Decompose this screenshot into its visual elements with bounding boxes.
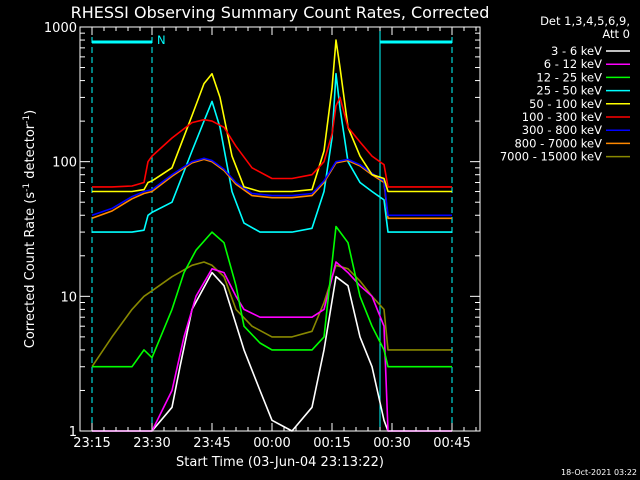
x-tick-label-3: 00:00 xyxy=(253,436,290,451)
legend-label-6: 300 - 800 keV xyxy=(522,123,602,137)
legend-label-0: 3 - 6 keV xyxy=(551,44,602,58)
y-tick-label-0: 1 xyxy=(69,425,77,440)
legend-label-3: 25 - 50 keV xyxy=(536,84,602,98)
legend-label-7: 800 - 7000 keV xyxy=(514,136,602,150)
chart-title: RHESSI Observing Summary Count Rates, Co… xyxy=(71,3,490,22)
y-axis-label-end: ) xyxy=(23,110,38,115)
attenuator-markers xyxy=(91,27,453,431)
footer-timestamp: 18-Oct-2021 03:22 xyxy=(561,468,637,477)
legend-label-4: 50 - 100 keV xyxy=(529,97,602,111)
y-tick-label-2: 100 xyxy=(52,156,77,171)
x-tick-label-5: 00:30 xyxy=(373,436,410,451)
x-tick-label-1: 23:30 xyxy=(133,436,170,451)
series-line-2 xyxy=(92,225,452,368)
annotation-n: N xyxy=(157,33,166,47)
y-tick-label-1: 10 xyxy=(60,290,77,305)
y-axis-label-mid: detector xyxy=(23,123,38,183)
y-axis-label-exp1: -1 xyxy=(22,183,32,192)
x-axis-ticks: 23:15 23:30 23:45 00:00 00:15 00:30 00:45 xyxy=(73,27,477,451)
series-line-5 xyxy=(92,96,452,188)
y-axis-label-main: Corrected Count Rate (s xyxy=(23,192,38,349)
legend-header-line2: Att 0 xyxy=(602,27,630,41)
y-tick-label-3: 1000 xyxy=(44,21,77,36)
series-line-1 xyxy=(92,261,452,432)
x-axis-label: Start Time (03-Jun-04 23:13:22) xyxy=(176,455,384,470)
series-line-6 xyxy=(91,157,452,217)
y-axis-label: Corrected Count Rate (s-1 detector-1) xyxy=(22,110,38,348)
x-tick-label-4: 00:15 xyxy=(313,436,350,451)
series-line-3 xyxy=(92,72,452,233)
x-tick-label-0: 23:15 xyxy=(73,436,110,451)
legend-header-line1: Det 1,3,4,5,6,9, xyxy=(540,14,630,28)
legend-label-8: 7000 - 15000 keV xyxy=(500,150,602,164)
x-tick-label-2: 23:45 xyxy=(193,436,230,451)
series-layer xyxy=(91,39,452,432)
y-axis-ticks: 1 10 100 1000 xyxy=(44,21,480,440)
x-tick-label-6: 00:45 xyxy=(433,436,470,451)
series-line-4 xyxy=(92,39,452,193)
series-line-8 xyxy=(91,261,452,368)
legend-label-5: 100 - 300 keV xyxy=(522,110,602,124)
y-axis-label-exp2: -1 xyxy=(22,115,32,124)
legend-label-2: 12 - 25 keV xyxy=(536,70,602,84)
legend-label-1: 6 - 12 keV xyxy=(544,57,602,71)
plot-frame xyxy=(79,26,481,432)
